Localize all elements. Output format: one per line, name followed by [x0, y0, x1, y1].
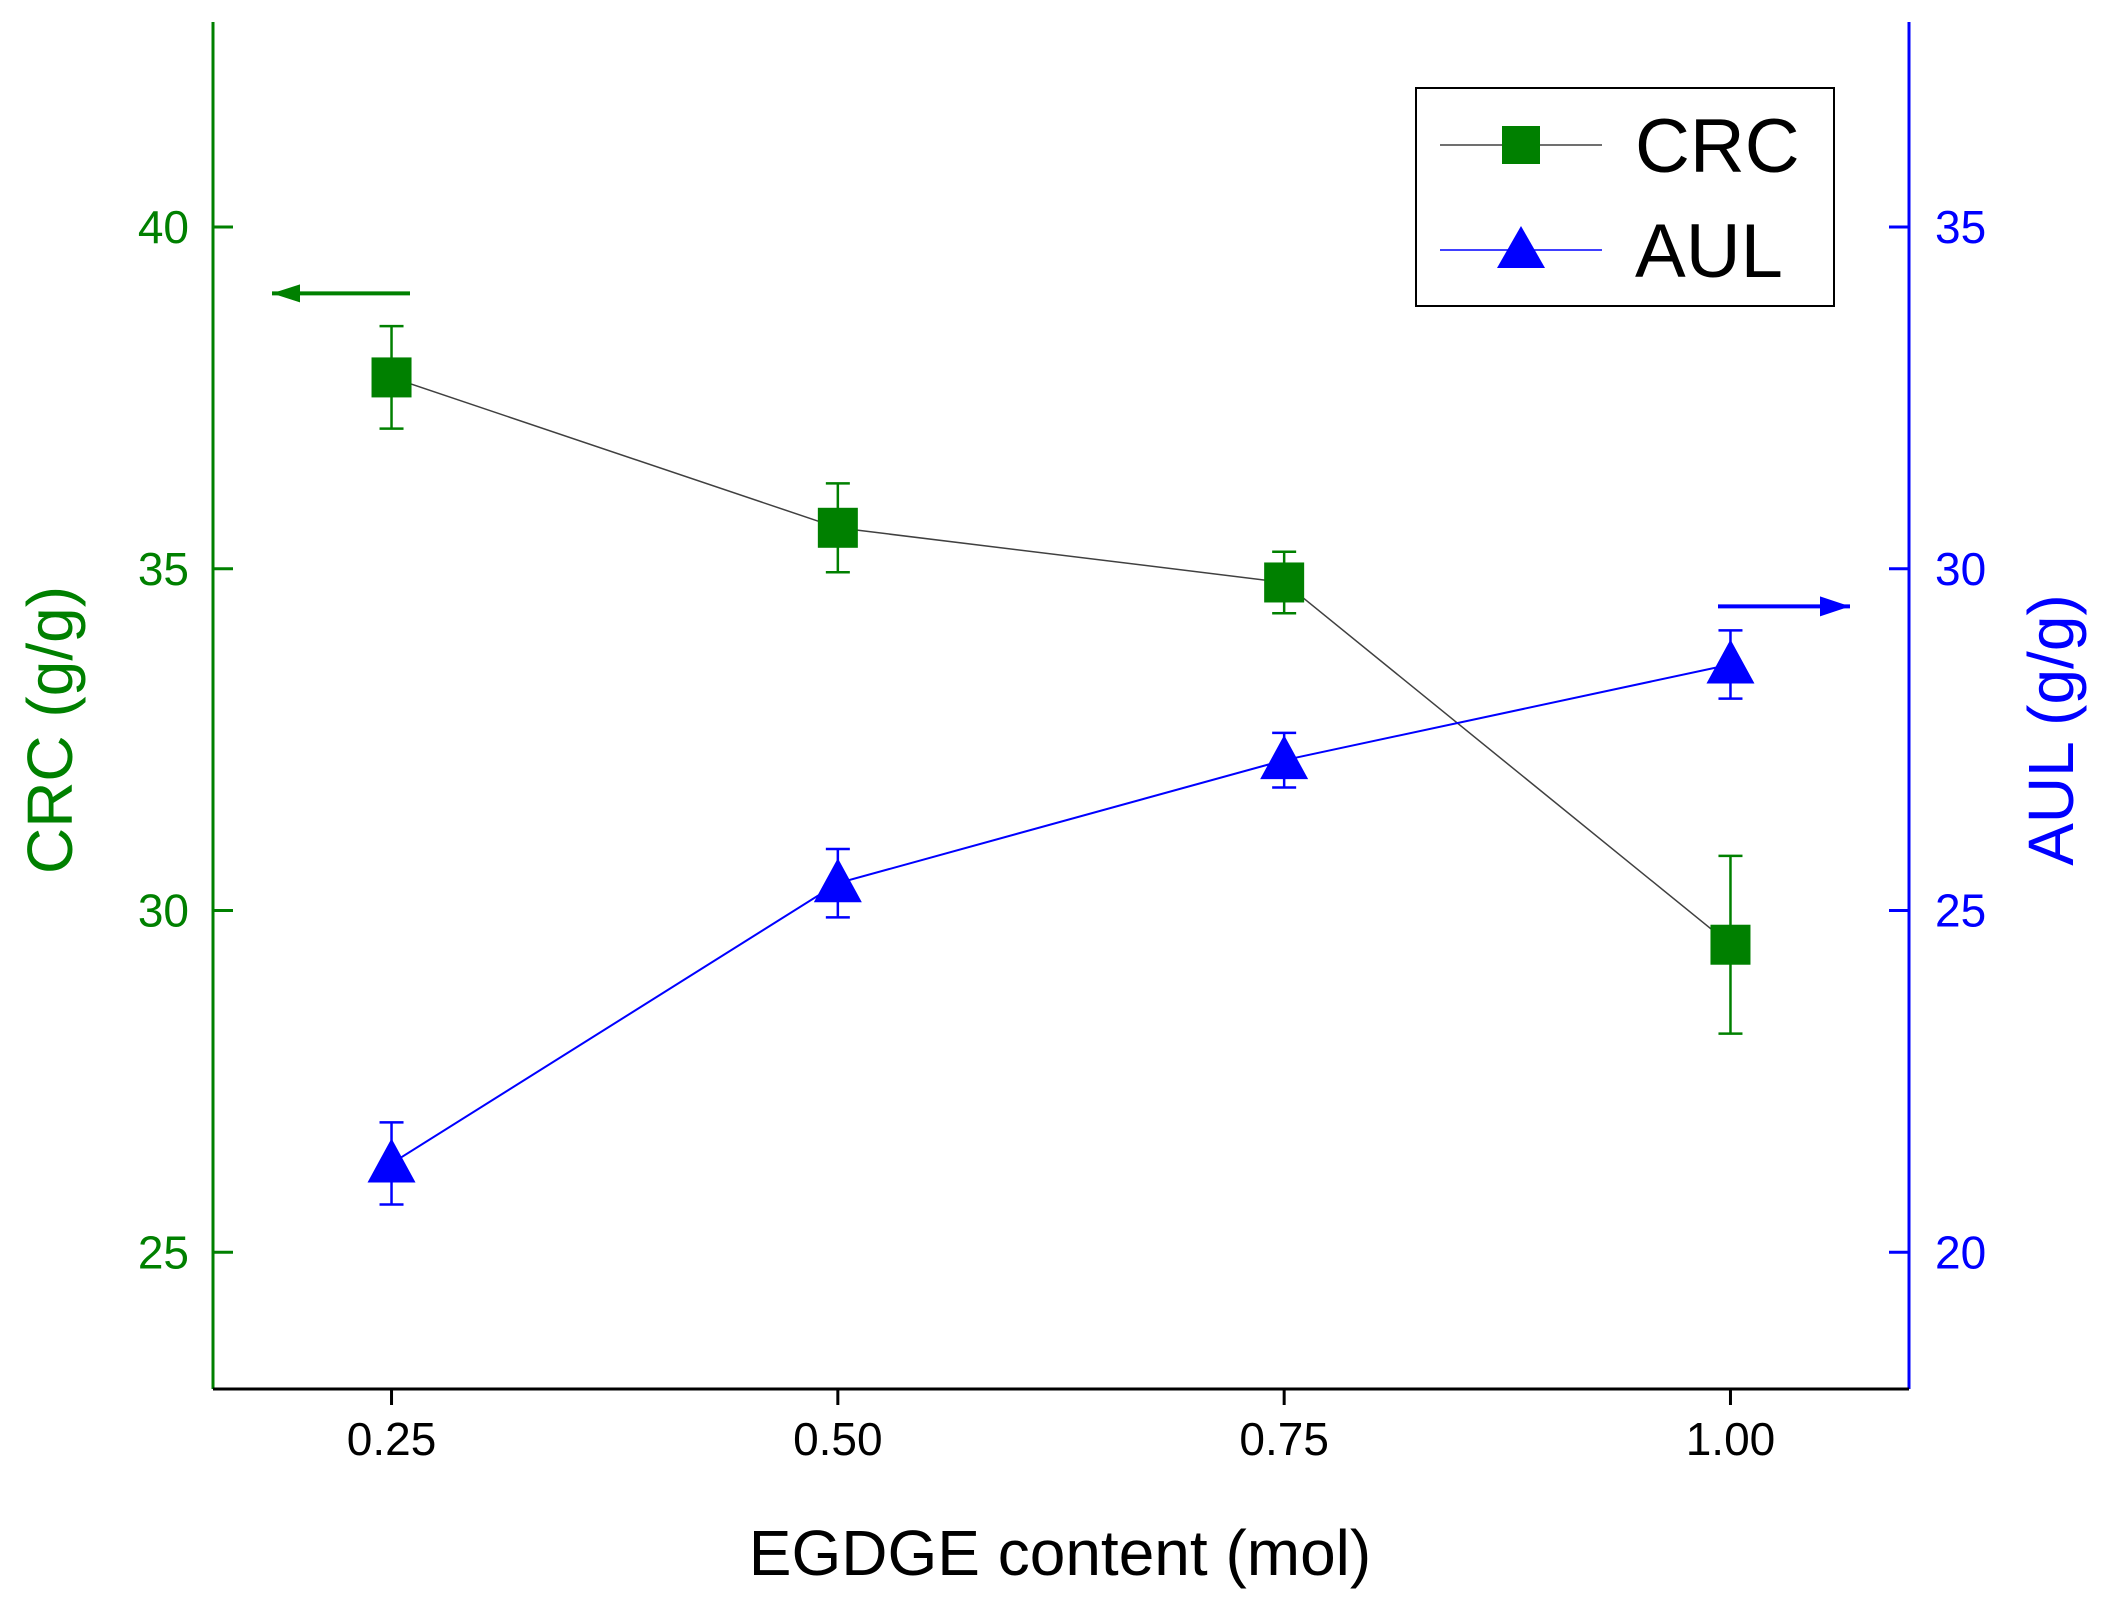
legend-item-aul: AUL	[1440, 209, 1783, 294]
y-right-tick-label: 20	[1935, 1226, 1986, 1278]
y-left-tick-label: 40	[138, 201, 189, 253]
data-point-triangle	[1260, 735, 1309, 780]
data-point-square	[817, 507, 858, 548]
data-point-triangle	[367, 1138, 416, 1183]
series-line-crc	[391, 376, 1731, 946]
x-axis-label: EGDGE content (mol)	[749, 1517, 1371, 1589]
right-arrow-icon	[1820, 596, 1850, 617]
series-crc	[371, 324, 1751, 1035]
y-right-tick-label: 35	[1935, 201, 1986, 253]
x-tick-label: 1.00	[1686, 1413, 1776, 1465]
y-left-tick-label: 30	[138, 885, 189, 937]
legend-label: CRC	[1635, 104, 1800, 189]
y-left-tick-label: 25	[138, 1226, 189, 1278]
legend-item-crc: CRC	[1440, 104, 1800, 189]
x-tick-label: 0.75	[1239, 1413, 1329, 1465]
y-right-axis-label: AUL (g/g)	[2015, 594, 2087, 866]
data-point-triangle	[1706, 639, 1755, 684]
left-arrow-icon	[272, 284, 300, 303]
x-tick-label: 0.50	[793, 1413, 883, 1465]
legend: CRC AUL	[1415, 87, 1835, 307]
legend-label: AUL	[1635, 209, 1783, 294]
legend-box	[1415, 87, 1835, 307]
series-aul	[367, 629, 1755, 1206]
legend-square-icon	[1502, 126, 1540, 164]
y-right-tick-label: 25	[1935, 885, 1986, 937]
data-point-square	[371, 357, 412, 398]
x-tick-label: 0.25	[347, 1413, 437, 1465]
legend-triangle-icon	[1497, 226, 1545, 268]
data-point-square	[1710, 924, 1751, 965]
y-left-tick-label: 35	[138, 543, 189, 595]
series-line-aul	[390, 663, 1731, 1165]
data-point-square	[1264, 562, 1305, 603]
data-point-triangle	[813, 858, 862, 903]
y-left-axis-label: CRC (g/g)	[14, 586, 86, 874]
y-right-tick-label: 30	[1935, 543, 1986, 595]
